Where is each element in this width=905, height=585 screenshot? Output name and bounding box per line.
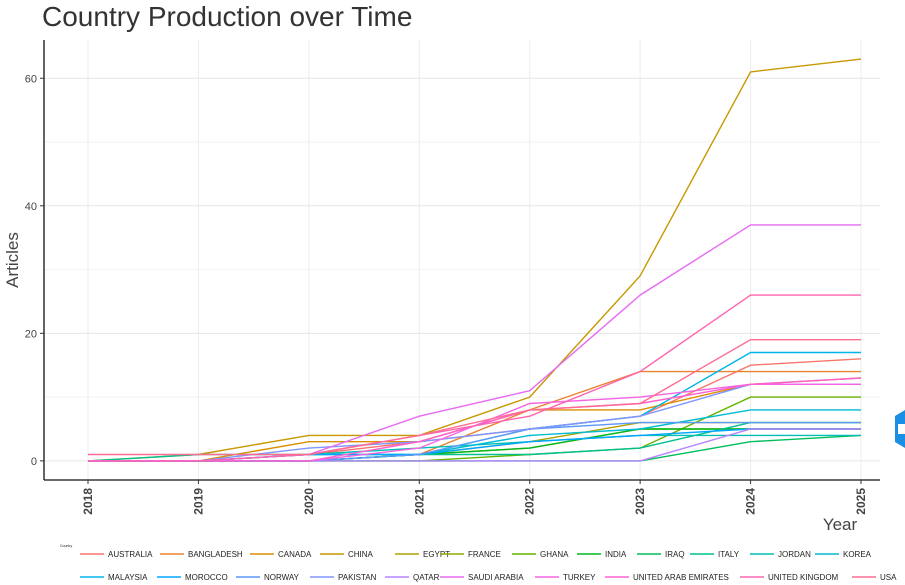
legend-label: NORWAY: [264, 573, 300, 582]
legend-label: SAUDI ARABIA: [468, 573, 524, 582]
y-axis-label: Articles: [3, 232, 22, 288]
floating-widget-icon[interactable]: [895, 410, 905, 448]
legend-label: AUSTRALIA: [108, 550, 153, 559]
legend-label: INDIA: [605, 550, 627, 559]
legend-item: EGYPT: [395, 550, 450, 559]
x-axis-label: Year: [823, 515, 858, 534]
legend-item: JORDAN: [750, 550, 811, 559]
legend-label: UNITED ARAB EMIRATES: [633, 573, 729, 582]
legend-item: INDIA: [577, 550, 627, 559]
legend: AUSTRALIA BANGLADESH CANADA CHINA EGYPT FRANC…: [80, 550, 897, 582]
legend-label: GHANA: [540, 550, 569, 559]
legend-label: CANADA: [278, 550, 312, 559]
legend-item: GHANA: [512, 550, 569, 559]
legend-label: IRAQ: [665, 550, 685, 559]
x-tick-label: 2022: [523, 488, 537, 515]
legend-item: UNITED KINGDOM: [740, 573, 839, 582]
legend-label: ITALY: [718, 550, 740, 559]
grid: [44, 40, 880, 480]
x-tick-label: 2023: [633, 488, 647, 515]
series-lines: [87, 58, 862, 462]
legend-label: USA: [880, 573, 897, 582]
legend-item: ITALY: [690, 550, 740, 559]
legend-item: BANGLADESH: [160, 550, 243, 559]
legend-item: KOREA: [815, 550, 872, 559]
series-line-pakistan: [88, 383, 861, 462]
series-line-china: [87, 58, 862, 462]
x-tick-label: 2018: [81, 488, 95, 515]
series-line-usa: [88, 339, 861, 456]
legend-label: BANGLADESH: [188, 550, 243, 559]
legend-item: MOROCCO: [157, 573, 228, 582]
y-tick-label: 40: [25, 201, 37, 213]
legend-item: PAKISTAN: [310, 573, 377, 582]
legend-label: UNITED KINGDOM: [768, 573, 839, 582]
y-tick-label: 0: [31, 456, 37, 468]
legend-item: NORWAY: [236, 573, 300, 582]
legend-item: AUSTRALIA: [80, 550, 153, 559]
series-line-united-kingdom: [88, 294, 861, 462]
y-tick-label: 20: [25, 328, 37, 340]
x-tick-label: 2020: [302, 488, 316, 515]
chart-title: Country Production over Time: [42, 1, 412, 32]
legend-label: MOROCCO: [185, 573, 228, 582]
x-tick-label: 2024: [744, 488, 758, 515]
legend-label: CHINA: [348, 550, 374, 559]
legend-item: IRAQ: [637, 550, 685, 559]
legend-label: FRANCE: [468, 550, 501, 559]
legend-item: SAUDI ARABIA: [440, 573, 524, 582]
legend-item: QATAR: [385, 573, 440, 582]
axes: 0 20 40 60 2018 2019 2020 2021 2022 2023 2024 2025: [25, 40, 880, 515]
x-tick-label: 2021: [412, 488, 426, 515]
legend-item: UNITED ARAB EMIRATES: [605, 573, 729, 582]
legend-title: Country: [60, 544, 73, 548]
legend-item: TURKEY: [535, 573, 596, 582]
y-tick-label: 60: [25, 73, 37, 85]
legend-item: MALAYSIA: [80, 573, 148, 582]
legend-label: EGYPT: [423, 550, 450, 559]
legend-item: CANADA: [250, 550, 312, 559]
legend-item: FRANCE: [440, 550, 501, 559]
legend-label: JORDAN: [778, 550, 811, 559]
legend-label: PAKISTAN: [338, 573, 377, 582]
legend-label: TURKEY: [563, 573, 596, 582]
legend-label: KOREA: [843, 550, 872, 559]
legend-label: MALAYSIA: [108, 573, 148, 582]
x-tick-label: 2025: [854, 488, 868, 515]
legend-label: QATAR: [413, 573, 440, 582]
legend-item: CHINA: [320, 550, 374, 559]
x-tick-label: 2019: [191, 488, 205, 515]
legend-item: USA: [852, 573, 897, 582]
